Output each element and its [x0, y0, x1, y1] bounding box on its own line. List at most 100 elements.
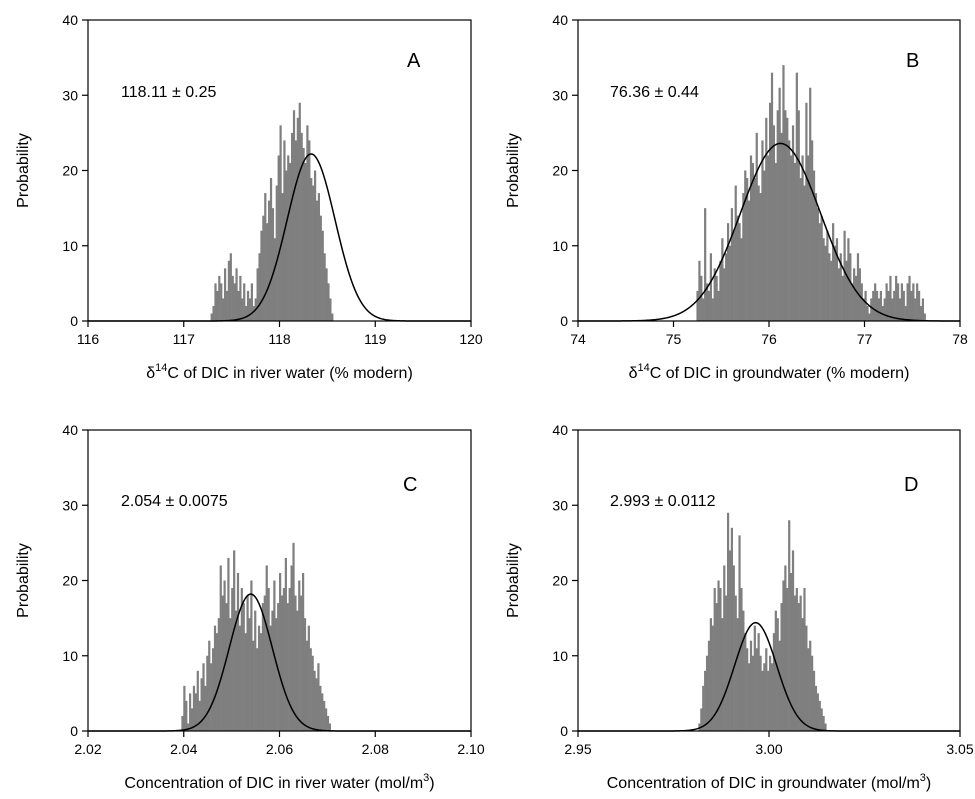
histogram-bar	[256, 648, 259, 731]
histogram-bar	[198, 700, 201, 731]
y-tick-label: 40	[62, 12, 78, 28]
histogram-bar	[799, 178, 802, 321]
histogram-bar	[732, 565, 735, 731]
histogram-bar	[313, 670, 316, 731]
histogram-bar	[814, 193, 818, 321]
histogram-bar	[221, 595, 224, 731]
histogram-bar	[223, 268, 227, 321]
x-tick-label: 77	[857, 331, 873, 347]
y-tick-label: 30	[62, 87, 78, 103]
histogram-bar	[309, 648, 312, 731]
histogram-bar	[235, 268, 238, 321]
histogram-bar	[797, 110, 800, 321]
histogram-bar	[319, 215, 322, 321]
y-tick-label: 10	[552, 238, 568, 254]
histogram-bar	[294, 140, 298, 321]
histogram-bar	[250, 283, 253, 322]
histogram-bar	[269, 178, 273, 321]
histogram-bar	[220, 283, 223, 322]
y-axis-label: Probability	[15, 133, 32, 208]
x-axis-label-part: )	[926, 775, 931, 792]
panel-letter: D	[904, 474, 918, 496]
histogram-bar	[904, 305, 907, 321]
histogram-bar	[702, 298, 705, 321]
histogram-bar	[866, 305, 869, 321]
histogram-bar	[809, 640, 812, 731]
histogram-bar	[713, 588, 716, 731]
histogram-bar	[811, 140, 814, 321]
histogram-bar	[323, 700, 326, 731]
histogram-bar	[874, 283, 877, 322]
x-tick-label: 2.04	[170, 741, 197, 757]
histogram-bar	[770, 72, 774, 322]
histogram-bar	[753, 625, 756, 731]
histogram-bar	[839, 253, 842, 321]
histogram-bar	[898, 298, 902, 321]
histogram-bar	[799, 595, 802, 731]
histogram-bar	[870, 298, 873, 321]
histogram-bar	[746, 648, 749, 731]
histogram-bar	[321, 230, 324, 321]
histogram-bar	[237, 290, 240, 321]
histogram-bar	[805, 102, 808, 321]
histogram-bar	[923, 313, 926, 321]
histogram-bar	[273, 238, 276, 321]
histogram-bar	[202, 663, 205, 731]
histogram-bar	[893, 290, 896, 321]
histogram-bar	[809, 87, 812, 321]
histogram-bar	[774, 162, 777, 321]
x-tick-label: 117	[173, 331, 196, 347]
x-axis-label-part: δ	[146, 365, 155, 382]
histogram-bar	[719, 588, 722, 731]
histogram-bar	[327, 283, 330, 322]
histogram-bar	[755, 132, 758, 322]
histogram-bar	[185, 700, 188, 731]
histogram-bar	[723, 268, 726, 321]
histogram-bar	[227, 557, 230, 731]
histogram-bar	[780, 132, 783, 322]
y-tick-label: 10	[62, 238, 78, 254]
histogram-bar	[896, 283, 900, 322]
histogram-bar	[285, 170, 288, 321]
histogram-bar	[289, 162, 292, 321]
histogram-bar	[887, 290, 890, 321]
x-tick-label: 3.00	[755, 741, 782, 757]
histogram-bar	[744, 170, 747, 321]
histogram-bar	[746, 178, 749, 321]
histogram-bar	[219, 565, 222, 731]
histogram-bar	[311, 655, 314, 731]
histogram-bar	[824, 245, 827, 321]
histogram-bar	[832, 223, 835, 321]
histogram-bar	[814, 685, 818, 731]
histogram-bar	[736, 215, 739, 321]
histogram-bar	[740, 238, 743, 321]
histogram-bar	[229, 618, 232, 732]
histogram-bar	[732, 230, 735, 321]
histogram-bar	[240, 588, 243, 731]
y-tick-label: 0	[560, 723, 568, 739]
histogram-bar	[769, 655, 772, 731]
histogram-bar	[747, 663, 751, 731]
histogram-bar	[877, 298, 881, 321]
histogram-bar	[246, 290, 250, 321]
histogram-bar	[194, 693, 197, 732]
histogram-bar	[271, 610, 274, 731]
histogram-bar	[233, 550, 236, 731]
x-tick-label: 120	[459, 331, 483, 347]
histogram-bar	[914, 298, 917, 321]
histogram-bar	[704, 670, 707, 731]
histogram-bar	[189, 693, 192, 732]
histogram-bar	[705, 283, 709, 322]
histogram-bar	[811, 655, 814, 731]
histogram-bar	[233, 283, 236, 322]
histogram-bar	[868, 313, 871, 321]
histogram-bar	[319, 685, 322, 731]
x-axis-label-part: C of DIC in river water (% modern)	[167, 365, 412, 382]
histogram-bar	[786, 588, 789, 731]
histogram-bar	[328, 723, 332, 731]
x-axis-label-superscript: 3	[423, 772, 429, 784]
histogram-bar	[858, 268, 861, 321]
histogram-bar	[790, 155, 793, 321]
histogram-bar	[286, 603, 289, 731]
histogram-bar	[725, 595, 728, 731]
